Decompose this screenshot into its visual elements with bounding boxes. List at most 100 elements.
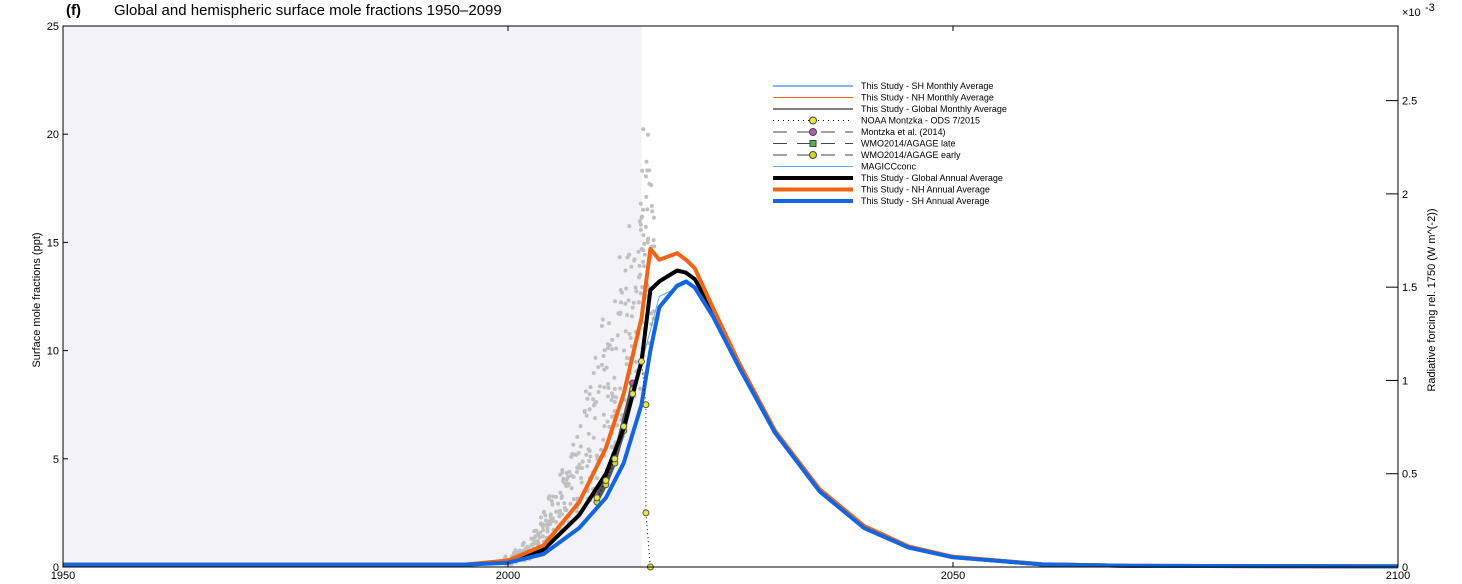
observation-point	[632, 258, 637, 263]
x-tick-label: 2050	[941, 570, 965, 582]
observation-point	[558, 490, 563, 495]
observation-point	[609, 445, 614, 450]
observation-point	[579, 476, 584, 481]
y-tick-label: 25	[47, 21, 59, 33]
observation-point	[587, 392, 592, 397]
observation-point	[587, 449, 592, 454]
observation-point	[623, 301, 628, 306]
observation-point	[628, 336, 633, 341]
y-right-tick-label: 1.5	[1402, 282, 1417, 294]
observation-point	[600, 362, 605, 367]
observation-point	[640, 285, 645, 290]
y-right-tick-label: 2	[1402, 189, 1408, 201]
observation-point	[607, 424, 612, 429]
y-right-tick-label: 0	[1402, 562, 1408, 574]
observation-point	[643, 224, 648, 229]
observation-point	[587, 407, 592, 412]
observation-point	[596, 365, 601, 370]
observation-point	[577, 462, 582, 467]
y-right-tick-label: 1	[1402, 375, 1408, 387]
observation-point	[591, 370, 596, 375]
series-marker	[611, 455, 619, 463]
observation-point	[645, 240, 650, 245]
observation-point	[541, 528, 546, 533]
observation-point	[609, 391, 614, 396]
observation-point	[580, 459, 585, 464]
observation-point	[606, 385, 611, 390]
observation-point	[558, 508, 563, 513]
legend-label: Montzka et al. (2014)	[861, 127, 946, 137]
observation-point	[612, 400, 617, 405]
legend-label: This Study - NH Annual Average	[861, 185, 990, 195]
observation-point	[545, 526, 550, 531]
observation-point	[571, 474, 576, 479]
observation-point	[614, 346, 619, 351]
observation-point	[629, 264, 634, 269]
right-axis-exponent: ×10 -3	[1402, 2, 1435, 19]
observation-point	[564, 484, 569, 489]
legend-entry: This Study - SH Annual Average	[773, 196, 989, 206]
observation-point	[602, 348, 607, 353]
observation-point	[583, 389, 588, 394]
observation-point	[650, 209, 655, 214]
observation-point	[591, 397, 596, 402]
observation-point	[636, 275, 641, 280]
observation-point	[647, 168, 652, 173]
observation-point	[534, 540, 539, 545]
observation-point	[597, 384, 602, 389]
observation-point	[638, 291, 643, 296]
observation-point	[615, 333, 620, 338]
observation-point	[641, 248, 646, 253]
observation-point	[602, 424, 607, 429]
observation-point	[649, 183, 654, 188]
legend-label: WMO2014/AGAGE early	[861, 150, 961, 160]
observation-point	[532, 535, 537, 540]
x-tick-label: 2100	[1386, 570, 1410, 582]
observation-point	[566, 474, 571, 479]
observation-point	[529, 536, 534, 541]
observation-point	[618, 386, 623, 391]
observation-point	[618, 300, 623, 305]
observation-point	[638, 222, 643, 227]
observation-point	[630, 305, 635, 310]
observation-point	[641, 233, 646, 238]
observation-point	[564, 507, 569, 512]
observation-point	[613, 299, 618, 304]
scatter-observations	[502, 127, 657, 567]
series-marker	[642, 401, 650, 409]
y-axis-left: 0 5 10 15 20 25	[47, 21, 68, 574]
observation-point	[605, 394, 610, 399]
observation-point	[585, 396, 590, 401]
observation-point	[592, 416, 597, 421]
observation-point	[624, 362, 629, 367]
observation-point	[548, 521, 553, 526]
plot-area	[62, 25, 1399, 571]
y-tick-label: 20	[47, 129, 59, 141]
observation-point	[636, 300, 641, 305]
legend-entry: This Study - Global Annual Average	[773, 173, 1003, 183]
chart-title: Global and hemispheric surface mole frac…	[114, 2, 502, 19]
observation-point	[625, 313, 630, 318]
observation-point	[636, 249, 641, 254]
observation-point	[586, 431, 591, 436]
observation-point	[609, 397, 614, 402]
observation-point	[601, 437, 606, 442]
legend-entry: WMO2014/AGAGE late	[773, 139, 956, 149]
observation-point	[627, 224, 632, 229]
observation-point	[609, 347, 614, 352]
observation-point	[582, 408, 587, 413]
legend-marker	[809, 140, 817, 147]
x-axis: 1950 2000 2050 2100	[51, 26, 1410, 582]
observation-point	[610, 394, 615, 399]
legend-entry: This Study - NH Annual Average	[773, 185, 990, 195]
observation-point	[540, 524, 545, 529]
observation-point	[633, 285, 638, 290]
observation-point	[568, 501, 573, 506]
observation-point	[637, 263, 642, 268]
observation-point	[642, 252, 647, 257]
legend-label: This Study - Global Monthly Average	[861, 104, 1007, 114]
y-tick-label: 5	[53, 454, 59, 466]
observation-point	[591, 435, 596, 440]
observation-point	[594, 453, 599, 458]
observation-point	[591, 403, 596, 408]
